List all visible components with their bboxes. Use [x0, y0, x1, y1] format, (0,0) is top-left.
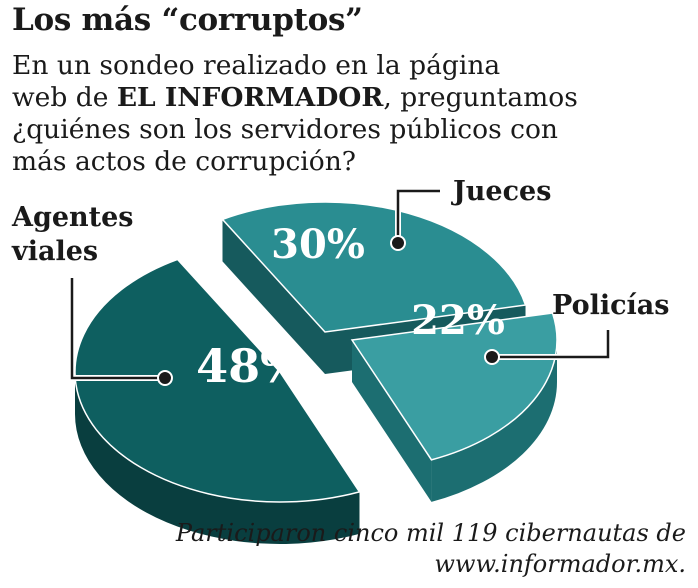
- slice-agentes-viales-side: [75, 372, 360, 544]
- survey-question: En un sondeo realizado en la página web …: [12, 50, 692, 178]
- slice-agentes-viales: [74, 258, 361, 544]
- slice-jueces-cut-0: [222, 219, 325, 374]
- question-line-3: ¿quiénes son los servidores públicos con: [12, 114, 558, 145]
- category-label-agentes-viales: Agentes viales: [11, 202, 134, 267]
- value-label-policias: 22%: [411, 297, 505, 344]
- slice-policias: [350, 312, 558, 502]
- leader-jueces: [390, 188, 440, 251]
- value-label-agentes-viales: 48%: [196, 339, 304, 393]
- slice-jueces-top: [221, 201, 527, 333]
- question-line-2-bold: EL INFORMADOR: [116, 82, 384, 113]
- question-line-1: En un sondeo realizado en la página: [12, 50, 501, 81]
- footer-line-2: www.informador.mx.: [434, 550, 686, 578]
- question-line-4: más actos de corrupción?: [12, 146, 356, 177]
- leader-policias: [484, 330, 611, 365]
- slice-policias-side: [431, 340, 557, 502]
- value-label-jueces: 30%: [271, 221, 365, 268]
- chart-footer: Participaron cinco mil 119 cibernautas d…: [176, 518, 686, 580]
- slice-policias-top: [350, 312, 558, 461]
- chart-title: Los más “corruptos”: [12, 2, 363, 38]
- category-label-jueces: Jueces: [451, 176, 551, 207]
- question-line-2-post: , preguntamos: [383, 82, 578, 113]
- question-line-2: web de EL INFORMADOR, preguntamos: [12, 82, 692, 114]
- slice-policias-cut-1: [352, 340, 432, 502]
- question-line-2-pre: web de: [12, 82, 117, 113]
- footer-line-1: Participaron cinco mil 119 cibernautas d…: [175, 519, 686, 547]
- slice-agentes-viales-top: [74, 258, 361, 503]
- category-label-policias: Policías: [552, 290, 670, 321]
- leader-agentes-viales: [69, 278, 173, 386]
